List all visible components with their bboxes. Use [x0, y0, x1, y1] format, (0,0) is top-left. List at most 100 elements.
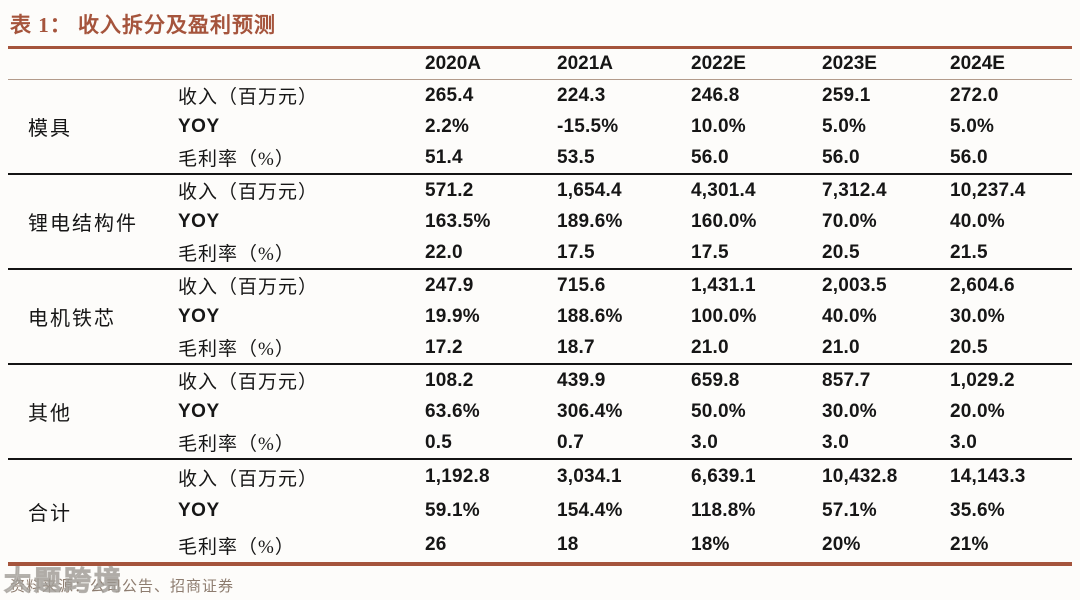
cell-value: 3.0 [822, 431, 850, 453]
row-label-gross-margin: 毛利率（%） [178, 339, 295, 360]
row-label-revenue: 收入（百万元） [178, 87, 319, 108]
cell-value: 118.8% [691, 500, 756, 521]
cell-value: 40.0% [950, 210, 1005, 232]
cell-value: 3.0 [691, 431, 719, 453]
cell-value: 35.6% [950, 500, 1005, 521]
cell-value: 265.4 [425, 84, 474, 106]
cell-value: 17.5 [557, 241, 595, 263]
column-header-2022e: 2022E [691, 53, 746, 74]
cell-value: 26 [425, 534, 447, 555]
row-label-yoy: YOY [178, 210, 220, 232]
cell-value: 189.6% [557, 210, 623, 232]
cell-value: 2,604.6 [950, 274, 1015, 296]
cell-value: 188.6% [557, 305, 623, 327]
row-label-yoy: YOY [178, 400, 220, 422]
cell-value: 0.7 [557, 431, 585, 453]
row-label-yoy: YOY [178, 500, 220, 521]
row-label-gross-margin: 毛利率（%） [178, 149, 295, 170]
column-header-2024e: 2024E [950, 53, 1005, 74]
cell-value: 20.0% [950, 400, 1005, 422]
row-label-revenue: 收入（百万元） [178, 277, 319, 298]
cell-value: 7,312.4 [822, 179, 887, 201]
cell-value: 160.0% [691, 210, 757, 232]
row-label-yoy: YOY [178, 115, 220, 137]
cell-value: 10,432.8 [822, 466, 898, 487]
cell-value: 19.9% [425, 305, 480, 327]
cell-value: 21% [950, 534, 989, 555]
cell-value: 21.0 [691, 336, 729, 358]
cell-value: 18 [557, 534, 579, 555]
cell-value: 53.5 [557, 146, 595, 168]
cell-value: 100.0% [691, 305, 757, 327]
category-label: 模具 [28, 118, 72, 140]
cell-value: 571.2 [425, 179, 474, 201]
row-label-gross-margin: 毛利率（%） [178, 536, 295, 558]
cell-value: 57.1% [822, 500, 877, 521]
cell-value: 1,431.1 [691, 274, 756, 296]
row-label-revenue: 收入（百万元） [178, 182, 319, 203]
cell-value: 21.0 [822, 336, 860, 358]
category-label: 其他 [28, 403, 72, 425]
row-label-yoy: YOY [178, 305, 220, 327]
table-block-molds: 模具 收入（百万元） 265.4 224.3 246.8 259.1 272.0… [8, 80, 1072, 175]
cell-value: 5.0% [822, 115, 867, 137]
column-header-2023e: 2023E [822, 53, 877, 74]
row-label-gross-margin: 毛利率（%） [178, 434, 295, 455]
cell-value: 857.7 [822, 369, 871, 391]
row-label-gross-margin: 毛利率（%） [178, 244, 295, 265]
cell-value: 56.0 [950, 146, 988, 168]
table-title-bar: 表 1： 收入拆分及盈利预测 [8, 0, 1072, 49]
cell-value: 108.2 [425, 369, 474, 391]
cell-value: 17.5 [691, 241, 729, 263]
cell-value: 18% [691, 534, 730, 555]
cell-value: 2,003.5 [822, 274, 887, 296]
cell-value: 17.2 [425, 336, 463, 358]
cell-value: 715.6 [557, 274, 606, 296]
table-block-others: 其他 收入（百万元） 108.2 439.9 659.8 857.7 1,029… [8, 365, 1072, 460]
cell-value: 21.5 [950, 241, 988, 263]
cell-value: 439.9 [557, 369, 606, 391]
cell-value: 154.4% [557, 500, 623, 521]
cell-value: 259.1 [822, 84, 871, 106]
cell-value: 306.4% [557, 400, 623, 422]
cell-value: 18.7 [557, 336, 595, 358]
column-header-2021a: 2021A [557, 53, 613, 74]
category-label: 电机铁芯 [28, 308, 116, 330]
category-label: 合计 [28, 502, 72, 525]
table-block-total: 合计 收入（百万元） 1,192.8 3,034.1 6,639.1 10,43… [8, 460, 1072, 566]
cell-value: 56.0 [822, 146, 860, 168]
cell-value: 0.5 [425, 431, 453, 453]
cell-value: 6,639.1 [691, 466, 756, 487]
cell-value: 59.1% [425, 500, 480, 521]
cell-value: 5.0% [950, 115, 995, 137]
cell-value: 70.0% [822, 210, 877, 232]
cell-value: 40.0% [822, 305, 877, 327]
table-title: 表 1： 收入拆分及盈利预测 [10, 13, 276, 37]
cell-value: 3.0 [950, 431, 978, 453]
cell-value: 10,237.4 [950, 179, 1026, 201]
cell-value: 4,301.4 [691, 179, 756, 201]
cell-value: 20.5 [950, 336, 988, 358]
cell-value: 659.8 [691, 369, 740, 391]
cell-value: 20% [822, 534, 861, 555]
cell-value: 1,029.2 [950, 369, 1015, 391]
cell-value: 1,654.4 [557, 179, 622, 201]
cell-value: 163.5% [425, 210, 491, 232]
cell-value: 56.0 [691, 146, 729, 168]
cell-value: 30.0% [822, 400, 877, 422]
cell-value: 10.0% [691, 115, 746, 137]
cell-value: 1,192.8 [425, 466, 490, 487]
cell-value: 14,143.3 [950, 466, 1026, 487]
table-block-battery-structural-parts: 锂电结构件 收入（百万元） 571.2 1,654.4 4,301.4 7,31… [8, 175, 1072, 270]
row-label-revenue: 收入（百万元） [178, 468, 319, 490]
cell-value: -15.5% [557, 115, 619, 137]
column-header-2020a: 2020A [425, 53, 481, 74]
cell-value: 30.0% [950, 305, 1005, 327]
cell-value: 63.6% [425, 400, 480, 422]
cell-value: 247.9 [425, 274, 474, 296]
cell-value: 246.8 [691, 84, 740, 106]
category-label: 锂电结构件 [28, 213, 138, 235]
cell-value: 22.0 [425, 241, 463, 263]
cell-value: 50.0% [691, 400, 746, 422]
